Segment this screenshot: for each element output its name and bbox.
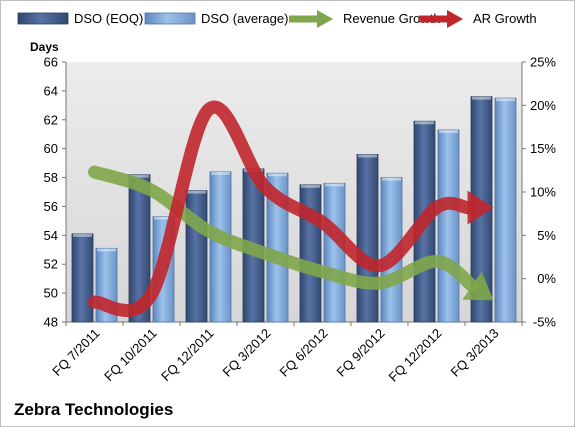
y-tick-label: 64 <box>44 83 58 98</box>
bar-highlight <box>325 183 344 187</box>
bar-highlight <box>187 190 206 194</box>
y2-tick-label: 10% <box>530 185 556 200</box>
y-tick-label: 62 <box>44 112 58 127</box>
x-tick-label: FQ 9/2012 <box>334 326 388 380</box>
legend-arrow-revenue-growth <box>317 10 333 28</box>
legend-label-revenue-growth: Revenue Growth <box>343 11 441 26</box>
bar-dso-eoq <box>128 174 151 323</box>
y-tick-label: 56 <box>44 199 58 214</box>
legend-label-dso-average: DSO (average) <box>201 11 288 26</box>
bar-dso-average <box>437 129 460 323</box>
y-tick-label: 60 <box>44 141 58 156</box>
bar-highlight <box>415 121 434 125</box>
bar-highlight <box>439 129 458 133</box>
bar-highlight <box>301 184 320 188</box>
x-tick-label: FQ 12/2012 <box>385 326 444 385</box>
bar-highlight <box>211 171 230 175</box>
y-tick-label: 66 <box>44 55 58 70</box>
y2-tick-label: 25% <box>530 55 556 70</box>
x-tick-label: FQ 10/2011 <box>101 326 159 384</box>
legend-swatch-dso-eoq <box>17 12 69 25</box>
line-revenue-growth <box>88 165 479 293</box>
plot-area: 48 50 52 54 56 58 60 62 64 66 -5% 0% 5% 10% 15% 20% 25% F… <box>44 55 557 385</box>
y-tick-label: 50 <box>44 286 58 301</box>
bar-highlight <box>154 216 173 220</box>
y-tick-label: 52 <box>44 257 58 272</box>
legend: DSO (EOQ) DSO (average) Revenue Growth AR G… <box>17 10 537 28</box>
y2-tick-label: -5% <box>533 315 557 330</box>
bar-highlight <box>73 233 92 237</box>
x-tick-label: FQ 3/2012 <box>220 326 274 380</box>
y-tick-label: 48 <box>44 315 58 330</box>
bar-highlight <box>358 154 377 158</box>
y-tick-label: 54 <box>44 228 58 243</box>
bar-dso-average <box>494 97 517 323</box>
bar-dso-average <box>323 182 346 323</box>
line-ar-growth <box>88 100 474 317</box>
x-tick-label: FQ 3/2013 <box>448 326 502 380</box>
bar-highlight <box>472 96 491 100</box>
legend-label-dso-eoq: DSO (EOQ) <box>74 11 143 26</box>
company-name: Zebra Technologies <box>14 400 173 419</box>
bar-highlight <box>382 177 401 181</box>
y2-tick-label: 5% <box>537 228 556 243</box>
y2-tick-label: 20% <box>530 98 556 113</box>
arrowhead-ar-growth <box>467 190 494 225</box>
x-tick-label: FQ 7/2011 <box>49 326 102 379</box>
bar-highlight <box>130 174 149 178</box>
legend-arrow-ar-growth <box>447 10 463 28</box>
bar-dso-eoq <box>356 154 379 323</box>
y2-tick-label: 15% <box>530 141 556 156</box>
x-tick-label: FQ 6/2012 <box>277 326 331 380</box>
y-tick-label: 58 <box>44 170 58 185</box>
bar-highlight <box>268 173 287 177</box>
legend-swatch-dso-average <box>144 12 196 25</box>
bar-highlight <box>496 98 515 102</box>
y-axis-label: Days <box>30 40 59 54</box>
arrowhead-revenue-growth <box>462 271 494 301</box>
x-tick-label: FQ 12/2011 <box>158 326 216 384</box>
y2-tick-label: 0% <box>537 271 556 286</box>
legend-label-ar-growth: AR Growth <box>473 11 537 26</box>
bar-highlight <box>97 248 116 252</box>
bar-dso-eoq <box>71 233 94 323</box>
